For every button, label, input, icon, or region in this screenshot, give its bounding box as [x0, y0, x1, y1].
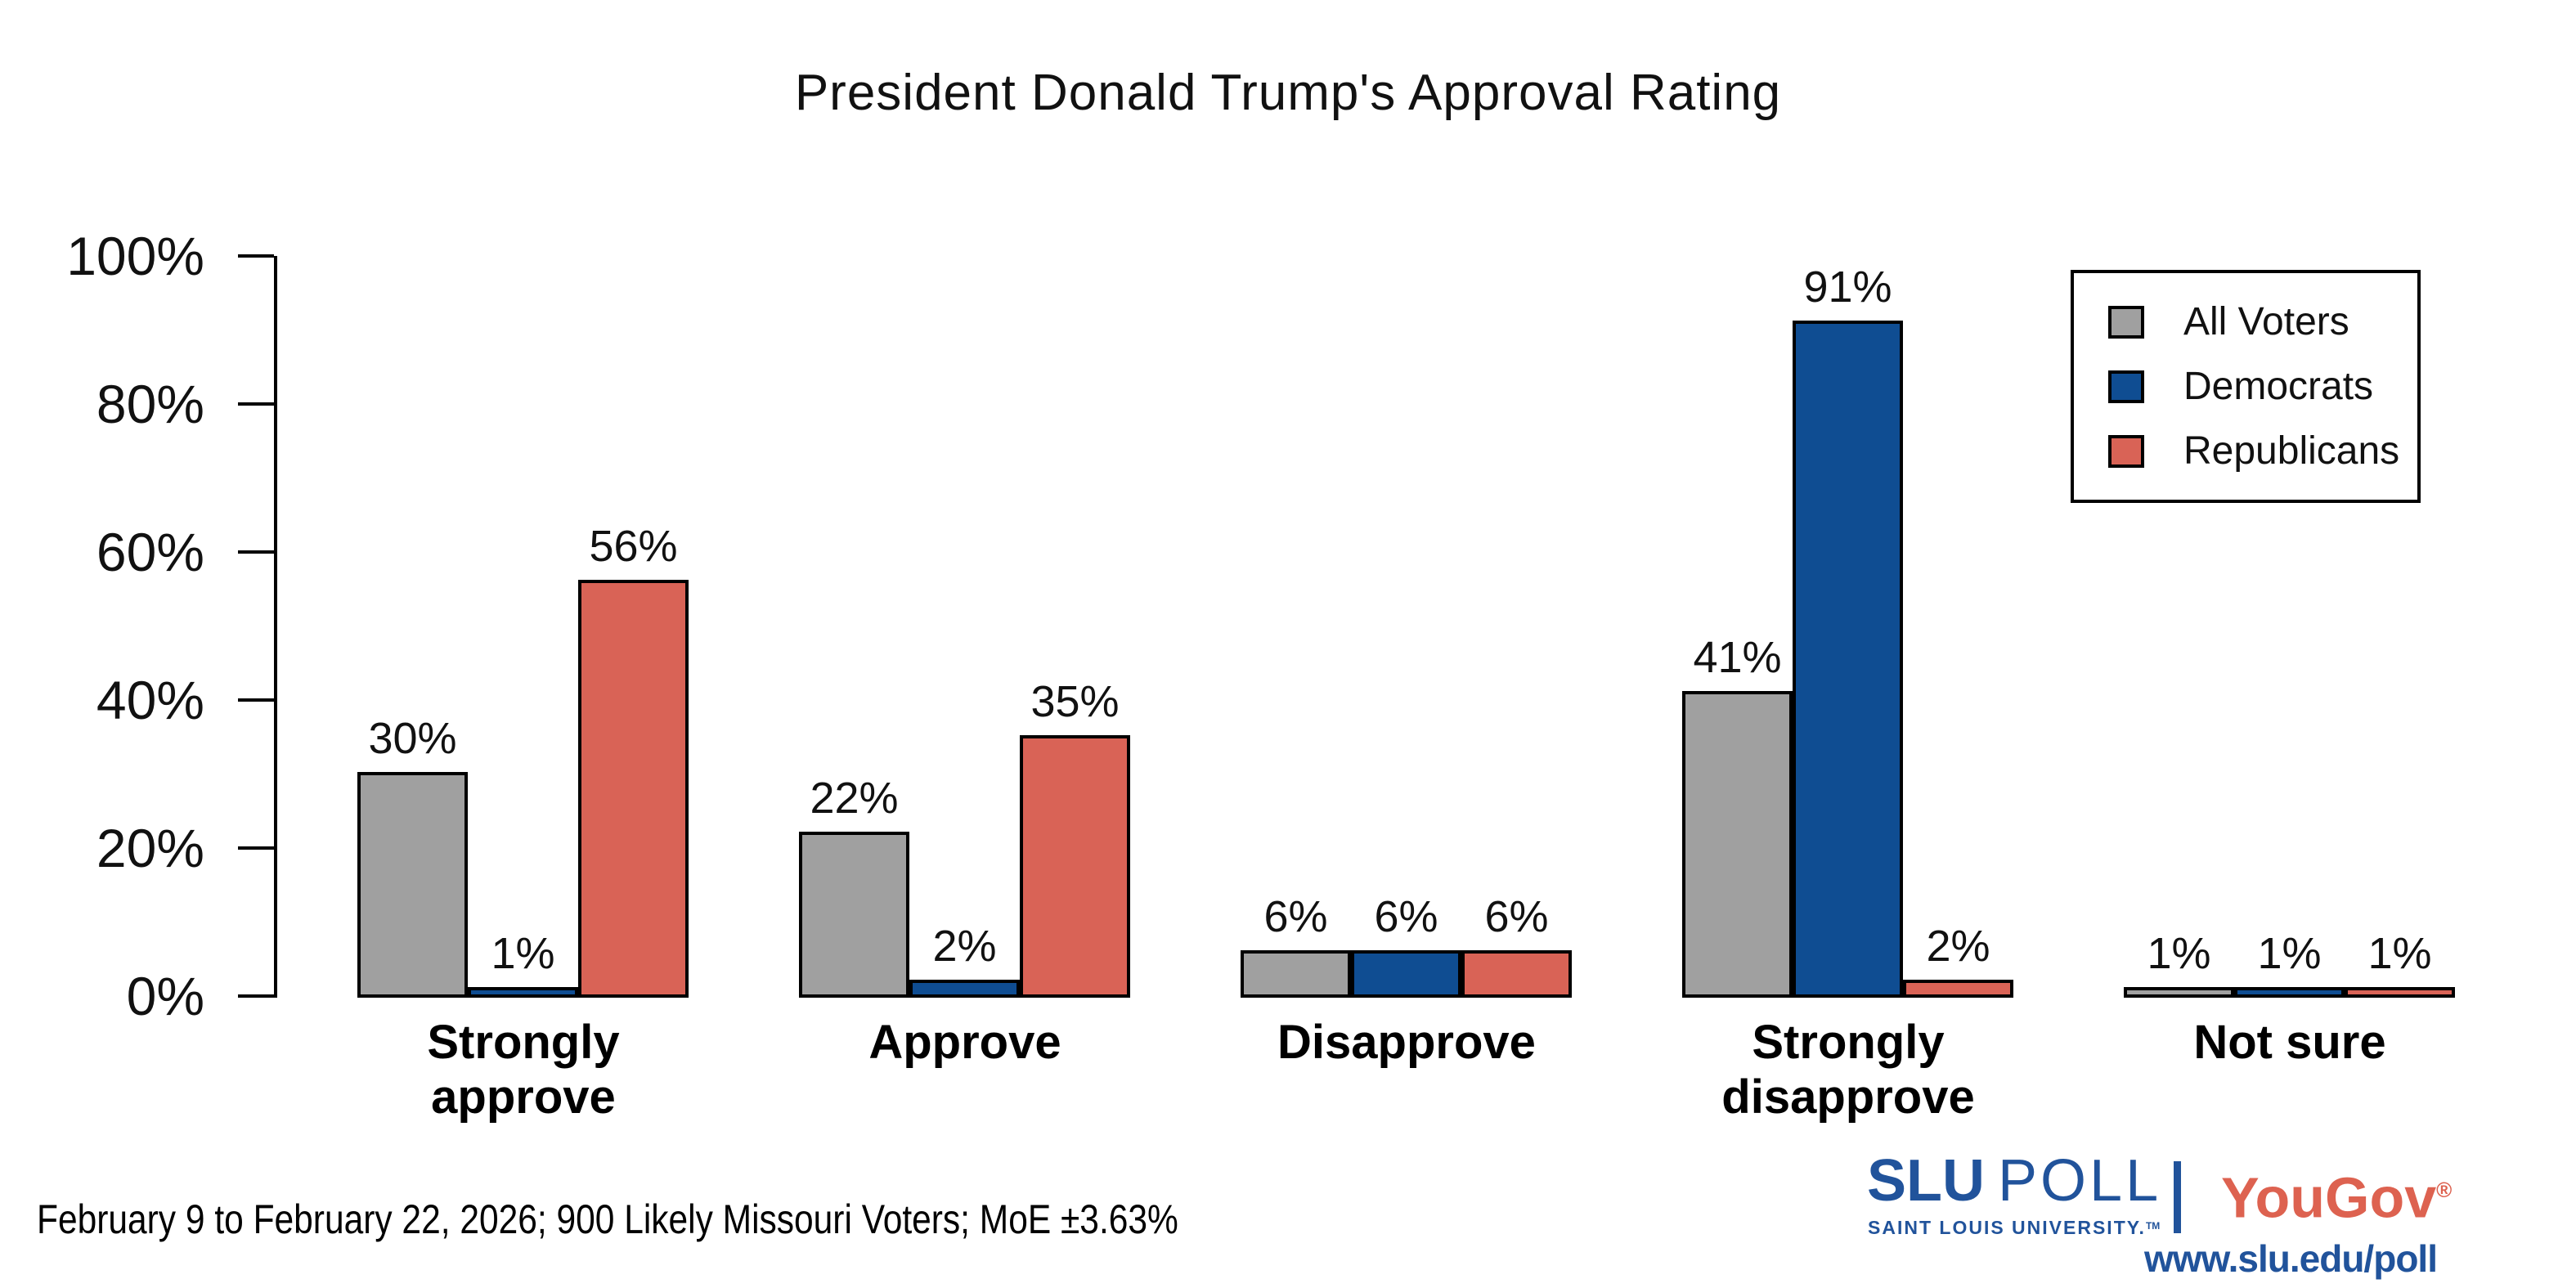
y-tick: [238, 846, 274, 850]
legend-swatch: [2108, 305, 2144, 339]
democrats-bar: [2234, 987, 2345, 998]
bar-value-label: 1%: [2147, 929, 2211, 978]
chart-title: President Donald Trump's Approval Rating: [794, 65, 1782, 121]
legend-item: Republicans: [2108, 429, 2417, 473]
y-tick: [238, 994, 274, 998]
registered-symbol: ®: [2436, 1178, 2453, 1202]
yougov-logo: YouGov®: [2221, 1160, 2452, 1227]
bar-value-label: 56%: [589, 522, 678, 571]
legend-label: Republicans: [2183, 429, 2400, 473]
category-label: Strongly approve: [427, 1016, 620, 1124]
legend-swatch: [2108, 434, 2144, 468]
bar-value-label: 35%: [1030, 677, 1120, 726]
all-voters-bar: [1682, 691, 1793, 998]
bar-value-label: 22%: [810, 774, 899, 823]
all-voters-bar: [1241, 950, 1351, 998]
bar-value-label: 6%: [1484, 892, 1549, 941]
slu-subtitle: SAINT LOUIS UNIVERSITY.TM: [1868, 1217, 2160, 1239]
website-link[interactable]: www.slu.edu/poll: [2144, 1237, 2438, 1280]
all-voters-bar: [2124, 987, 2234, 998]
y-axis-line: [274, 256, 277, 998]
bar-value-label: 1%: [2367, 929, 2432, 978]
y-tick-label: 100%: [66, 226, 204, 286]
slu-subtitle-text: SAINT LOUIS UNIVERSITY.: [1868, 1217, 2146, 1238]
republicans-bar: [1461, 950, 1572, 998]
legend-item: All Voters: [2108, 299, 2417, 344]
y-tick: [238, 550, 274, 554]
legend-item: Democrats: [2108, 364, 2417, 409]
y-tick-label: 40%: [96, 670, 204, 730]
bar-value-label: 2%: [1926, 922, 1990, 971]
republicans-bar: [578, 580, 689, 998]
slu-poll-logo: SLU POLL: [1867, 1150, 2161, 1212]
y-tick-label: 80%: [96, 374, 204, 434]
y-tick: [238, 402, 274, 406]
y-tick: [238, 698, 274, 702]
legend: All Voters Democrats Republicans: [2071, 270, 2421, 503]
y-tick-label: 20%: [96, 818, 204, 878]
logo-divider-bar: [2174, 1161, 2181, 1233]
republicans-bar: [2345, 987, 2455, 998]
slu-wordmark: SLU: [1867, 1148, 1985, 1214]
all-voters-bar: [357, 772, 468, 998]
bar-value-label: 2%: [932, 922, 997, 971]
democrats-bar: [1793, 321, 1903, 998]
bar-value-label: 41%: [1693, 633, 1782, 682]
bar-value-label: 1%: [2257, 929, 2322, 978]
yougov-wordmark: YouGov: [2221, 1165, 2437, 1230]
legend-label: Democrats: [2183, 365, 2374, 408]
bar-value-label: 1%: [491, 929, 555, 978]
all-voters-bar: [799, 832, 909, 998]
y-tick: [238, 254, 274, 258]
democrats-bar: [468, 987, 578, 998]
bar-value-label: 30%: [368, 714, 457, 763]
democrats-bar: [1351, 950, 1461, 998]
legend-label: All Voters: [2183, 300, 2349, 343]
democrats-bar: [909, 980, 1020, 998]
poll-wordmark: POLL: [1998, 1148, 2162, 1214]
trademark-symbol: TM: [2145, 1220, 2161, 1232]
footer-note: February 9 to February 22, 2026; 900 Lik…: [37, 1196, 1178, 1242]
y-tick-label: 0%: [126, 966, 204, 1026]
republicans-bar: [1020, 735, 1130, 998]
republicans-bar: [1903, 980, 2013, 998]
bar-value-label: 91%: [1803, 263, 1892, 312]
category-label: Strongly disapprove: [1721, 1016, 1975, 1124]
category-label: Disapprove: [1277, 1016, 1536, 1069]
category-label: Approve: [868, 1016, 1061, 1069]
bar-value-label: 6%: [1374, 892, 1438, 941]
y-tick-label: 60%: [96, 522, 204, 582]
bar-value-label: 6%: [1263, 892, 1328, 941]
legend-swatch: [2108, 370, 2144, 403]
category-label: Not sure: [2193, 1016, 2386, 1069]
